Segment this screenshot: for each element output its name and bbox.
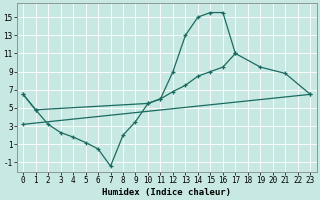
X-axis label: Humidex (Indice chaleur): Humidex (Indice chaleur) bbox=[102, 188, 231, 197]
